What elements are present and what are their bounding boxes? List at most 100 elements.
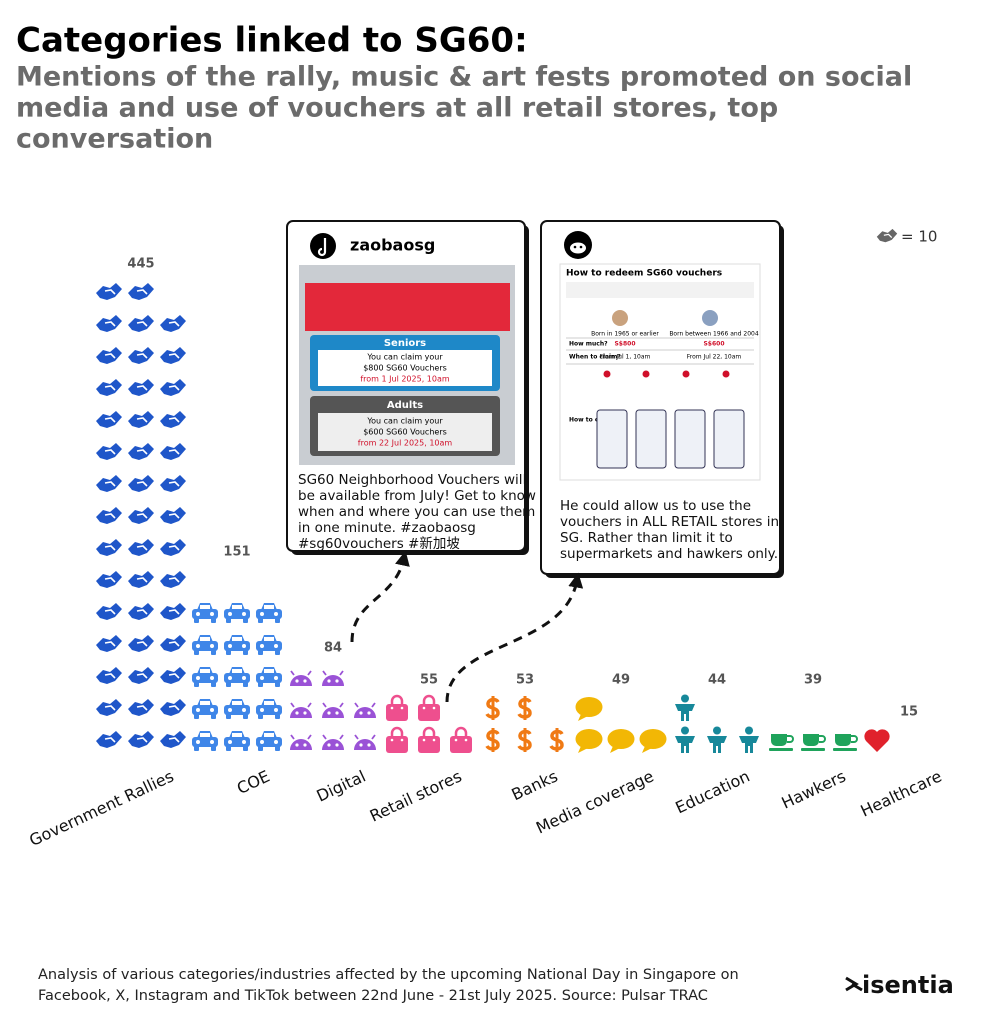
post-caption: #sg60vouchers #新加坡 (298, 536, 460, 552)
image-text: from 22 Jul 2025, 10am (358, 439, 453, 448)
image-text: $800 SG60 Vouchers (363, 364, 447, 373)
post-caption: SG. Rather than limit it to (560, 530, 733, 546)
icon (549, 726, 564, 754)
icon (224, 667, 250, 687)
icon (768, 733, 794, 752)
icon (127, 442, 155, 461)
arrow (445, 572, 584, 703)
footer: Facebook, X, Instagram and TikTok betwee… (38, 988, 708, 1004)
post-caption: vouchers in ALL RETAIL stores in (560, 514, 779, 530)
image-text: From Jul 1, 10am (600, 354, 651, 361)
icon (127, 346, 155, 365)
icon (159, 474, 187, 493)
icon (127, 602, 155, 621)
title: Categories linked to SG60: (16, 21, 528, 61)
image-text: Adults (387, 400, 423, 411)
icon (127, 666, 155, 685)
category-label: COE (234, 766, 273, 798)
icon (192, 667, 218, 687)
icon (192, 571, 218, 591)
icon (159, 666, 187, 685)
icon (159, 506, 187, 525)
icon (353, 702, 377, 719)
icon (639, 729, 667, 753)
image-text: How much? (569, 341, 608, 348)
icon (549, 713, 564, 722)
category-label: Digital (314, 766, 369, 805)
icon (416, 694, 442, 722)
value-label: 39 (804, 673, 822, 688)
icon (95, 378, 123, 397)
icon (192, 635, 218, 655)
icon (159, 602, 187, 621)
legend-icon (876, 228, 898, 243)
image-text: From Jul 22, 10am (687, 354, 742, 361)
icon (224, 699, 250, 719)
icon (95, 410, 123, 429)
legend: = 10 (876, 228, 937, 246)
subtitle: conversation (16, 124, 213, 155)
post-caption: in one minute. #zaobaosg (298, 520, 476, 536)
icon (95, 314, 123, 333)
icon (95, 474, 123, 493)
icon (448, 726, 474, 754)
image-text: Seniors (384, 338, 426, 349)
icon (289, 734, 313, 751)
icon (95, 506, 123, 525)
post-caption: SG60 Neighborhood Vouchers will (298, 472, 526, 488)
icon (289, 702, 313, 719)
icon (675, 694, 695, 721)
category-label: Healthcare (858, 766, 945, 820)
post-handle: zaobaosg (350, 236, 435, 255)
icon (95, 666, 123, 685)
icon (127, 538, 155, 557)
icon (127, 698, 155, 717)
image-text: When to claim? (569, 354, 621, 361)
icon (159, 570, 187, 589)
icon (127, 634, 155, 653)
icon (256, 603, 282, 623)
image-text: S$800 (614, 341, 635, 348)
icon (159, 698, 187, 717)
icon (607, 729, 635, 753)
icon (159, 346, 187, 365)
image-text: You can claim your (366, 417, 443, 426)
icon (95, 442, 123, 461)
value-label: 445 (127, 257, 154, 272)
value-label: 151 (223, 545, 250, 560)
icon (517, 726, 532, 754)
icon (159, 442, 187, 461)
icon (127, 314, 155, 333)
value-label: 53 (516, 673, 534, 688)
icon (864, 729, 890, 752)
icon (127, 506, 155, 525)
icon (127, 730, 155, 749)
icon (159, 538, 187, 557)
icon (739, 726, 759, 753)
legend-label: = 10 (901, 228, 937, 246)
post-card: zaobaosg Seniors You can claim your $800… (286, 220, 536, 555)
icon (192, 603, 218, 623)
icon (256, 731, 282, 751)
post-caption: supermarkets and hawkers only. (560, 546, 778, 562)
image-text: S$600 (703, 341, 724, 348)
icon (159, 730, 187, 749)
icon (224, 603, 250, 623)
image-text: How to claim? (569, 417, 617, 424)
icon (485, 726, 500, 754)
category-label: Banks (509, 766, 561, 804)
footer: Analysis of various categories/industrie… (38, 967, 739, 983)
icon (95, 282, 123, 301)
icon (224, 635, 250, 655)
image-text: How to redeem SG60 vouchers (566, 269, 722, 279)
icon (448, 708, 474, 722)
icon (353, 678, 377, 687)
arrow (350, 550, 410, 643)
post-caption: when and where you can use them (298, 504, 535, 520)
post-caption: He could allow us to use the (560, 498, 751, 514)
value-label: 44 (708, 673, 726, 688)
icon (256, 699, 282, 719)
post-caption: be available from July! Get to know (298, 488, 536, 504)
icon (95, 634, 123, 653)
